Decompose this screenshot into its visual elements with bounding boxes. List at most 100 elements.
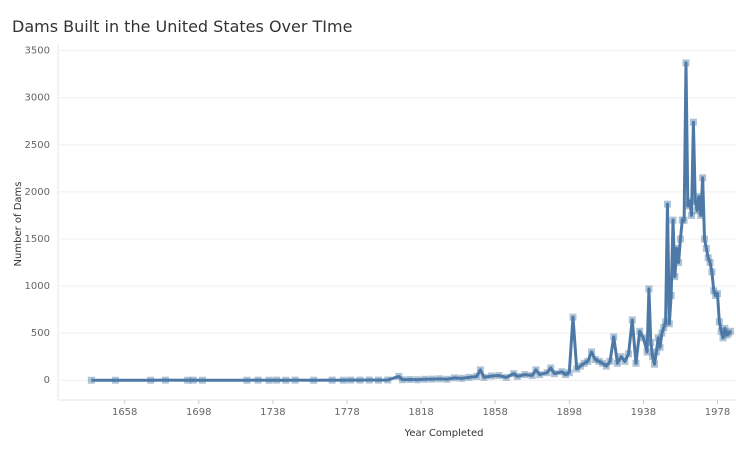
data-line — [91, 61, 732, 382]
data-point — [715, 318, 723, 326]
data-point — [384, 376, 392, 384]
x-tick-label: 1858 — [482, 407, 507, 418]
x-tick-label: 1978 — [705, 407, 730, 418]
data-point — [688, 211, 696, 219]
data-point — [647, 339, 655, 347]
data-point — [510, 370, 518, 378]
y-tick-label: 1000 — [25, 281, 50, 292]
data-point — [650, 360, 658, 368]
y-tick-label: 2000 — [25, 187, 50, 198]
data-point — [521, 371, 529, 379]
data-point — [643, 348, 651, 356]
data-point — [436, 375, 444, 383]
data-point — [678, 216, 686, 224]
chart-title: Dams Built in the United States Over TIm… — [12, 17, 352, 36]
data-point — [725, 329, 733, 337]
data-point — [569, 313, 577, 321]
data-point — [628, 316, 636, 324]
data-point — [562, 371, 570, 379]
data-point — [184, 376, 192, 384]
data-point — [639, 334, 647, 342]
x-tick-label: 1658 — [112, 407, 137, 418]
x-tick-label: 1818 — [408, 407, 433, 418]
data-point — [684, 202, 692, 210]
data-point — [198, 376, 206, 384]
data-point — [328, 376, 336, 384]
data-point — [550, 370, 558, 378]
x-tick-label: 1898 — [557, 407, 582, 418]
data-point — [584, 357, 592, 365]
data-point — [406, 375, 414, 383]
data-point — [565, 369, 573, 377]
data-point — [395, 372, 403, 380]
data-point — [613, 359, 621, 367]
data-point — [374, 376, 382, 384]
data-point — [243, 376, 251, 384]
y-tick-label: 1500 — [25, 234, 50, 245]
data-point — [356, 376, 364, 384]
x-tick-label: 1738 — [260, 407, 285, 418]
data-point — [599, 359, 607, 367]
data-point — [680, 216, 688, 224]
data-point — [656, 343, 664, 351]
data-point — [710, 287, 718, 295]
x-tick-label: 1778 — [334, 407, 359, 418]
data-point — [254, 376, 262, 384]
data-point — [161, 376, 169, 384]
data-point — [702, 244, 710, 252]
data-point — [652, 348, 660, 356]
data-point — [721, 324, 729, 332]
data-point — [636, 327, 644, 335]
data-point — [487, 372, 495, 380]
data-point — [502, 373, 510, 381]
data-point — [617, 353, 625, 361]
data-point — [365, 376, 373, 384]
data-point — [610, 333, 618, 341]
data-point — [625, 350, 633, 358]
data-point — [708, 268, 716, 276]
data-point — [649, 353, 657, 361]
data-point — [495, 372, 503, 380]
data-point — [689, 118, 697, 126]
data-point — [717, 327, 725, 335]
data-point — [147, 376, 155, 384]
y-tick-label: 3500 — [25, 46, 50, 57]
data-point — [536, 371, 544, 379]
data-point — [443, 375, 451, 383]
data-point — [291, 376, 299, 384]
data-point — [658, 329, 666, 337]
data-point — [399, 376, 407, 384]
data-point — [706, 259, 714, 267]
data-point — [413, 376, 421, 384]
data-point — [682, 59, 690, 67]
data-point — [87, 376, 95, 384]
data-point — [558, 368, 566, 376]
data-point — [339, 376, 347, 384]
data-point — [450, 374, 458, 382]
data-point — [675, 259, 683, 267]
data-point — [576, 362, 584, 370]
data-point — [693, 207, 701, 215]
y-tick-label: 3000 — [25, 93, 50, 104]
data-point — [189, 376, 197, 384]
data-point — [701, 235, 709, 243]
data-point — [602, 362, 610, 370]
data-point — [621, 357, 629, 365]
data-point — [645, 285, 653, 293]
data-point — [476, 366, 484, 374]
data-point — [660, 323, 668, 331]
data-point — [595, 357, 603, 365]
data-point — [665, 320, 673, 328]
data-point — [111, 376, 119, 384]
data-point — [673, 244, 681, 252]
data-point — [663, 200, 671, 208]
y-axis-title: Number of Dams — [13, 182, 24, 267]
data-point — [465, 373, 473, 381]
data-point — [691, 197, 699, 205]
data-point — [719, 334, 727, 342]
data-point — [712, 291, 720, 299]
data-point — [588, 348, 596, 356]
y-tick-label: 2500 — [25, 140, 50, 151]
x-axis-title: Year Completed — [404, 428, 484, 439]
